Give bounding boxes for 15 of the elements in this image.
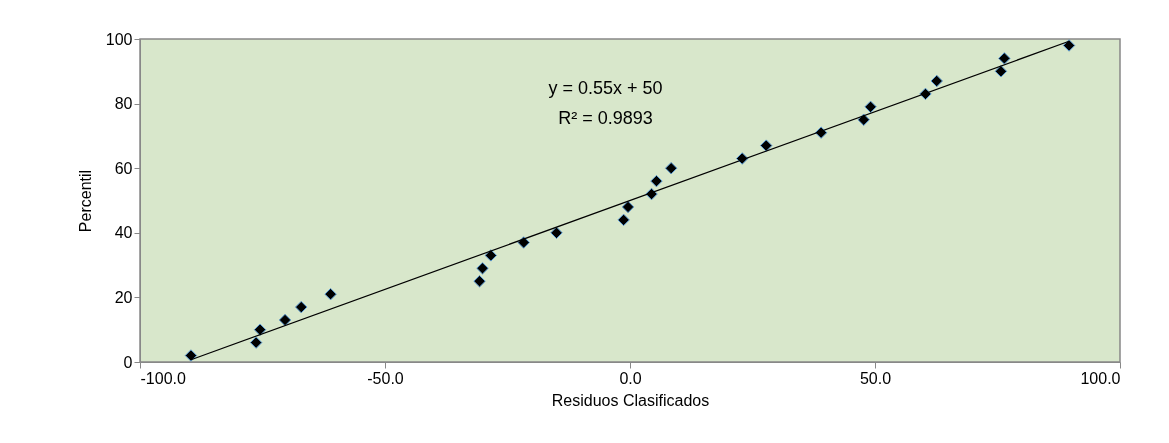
y-axis-title: Percentil	[76, 169, 94, 233]
x-tick-label: -50.0	[367, 369, 404, 387]
x-tick-label: 100.0	[1080, 369, 1121, 387]
y-tick-label: 100	[105, 30, 133, 48]
x-tick-label: 50.0	[859, 369, 892, 387]
annotation: R² = 0.9893	[558, 108, 653, 128]
y-tick-label: 40	[114, 224, 133, 242]
y-tick-label: 20	[114, 288, 133, 306]
y-tick-label: 0	[123, 353, 133, 371]
x-tick-label: -100.0	[140, 369, 186, 387]
x-axis-title: Residuos Clasificados	[551, 391, 710, 409]
y-tick-label: 60	[114, 159, 133, 177]
x-tick-label: 0.0	[619, 369, 642, 387]
y-tick-label: 80	[114, 95, 133, 113]
annotation: y = 0.55x + 50	[548, 78, 663, 98]
